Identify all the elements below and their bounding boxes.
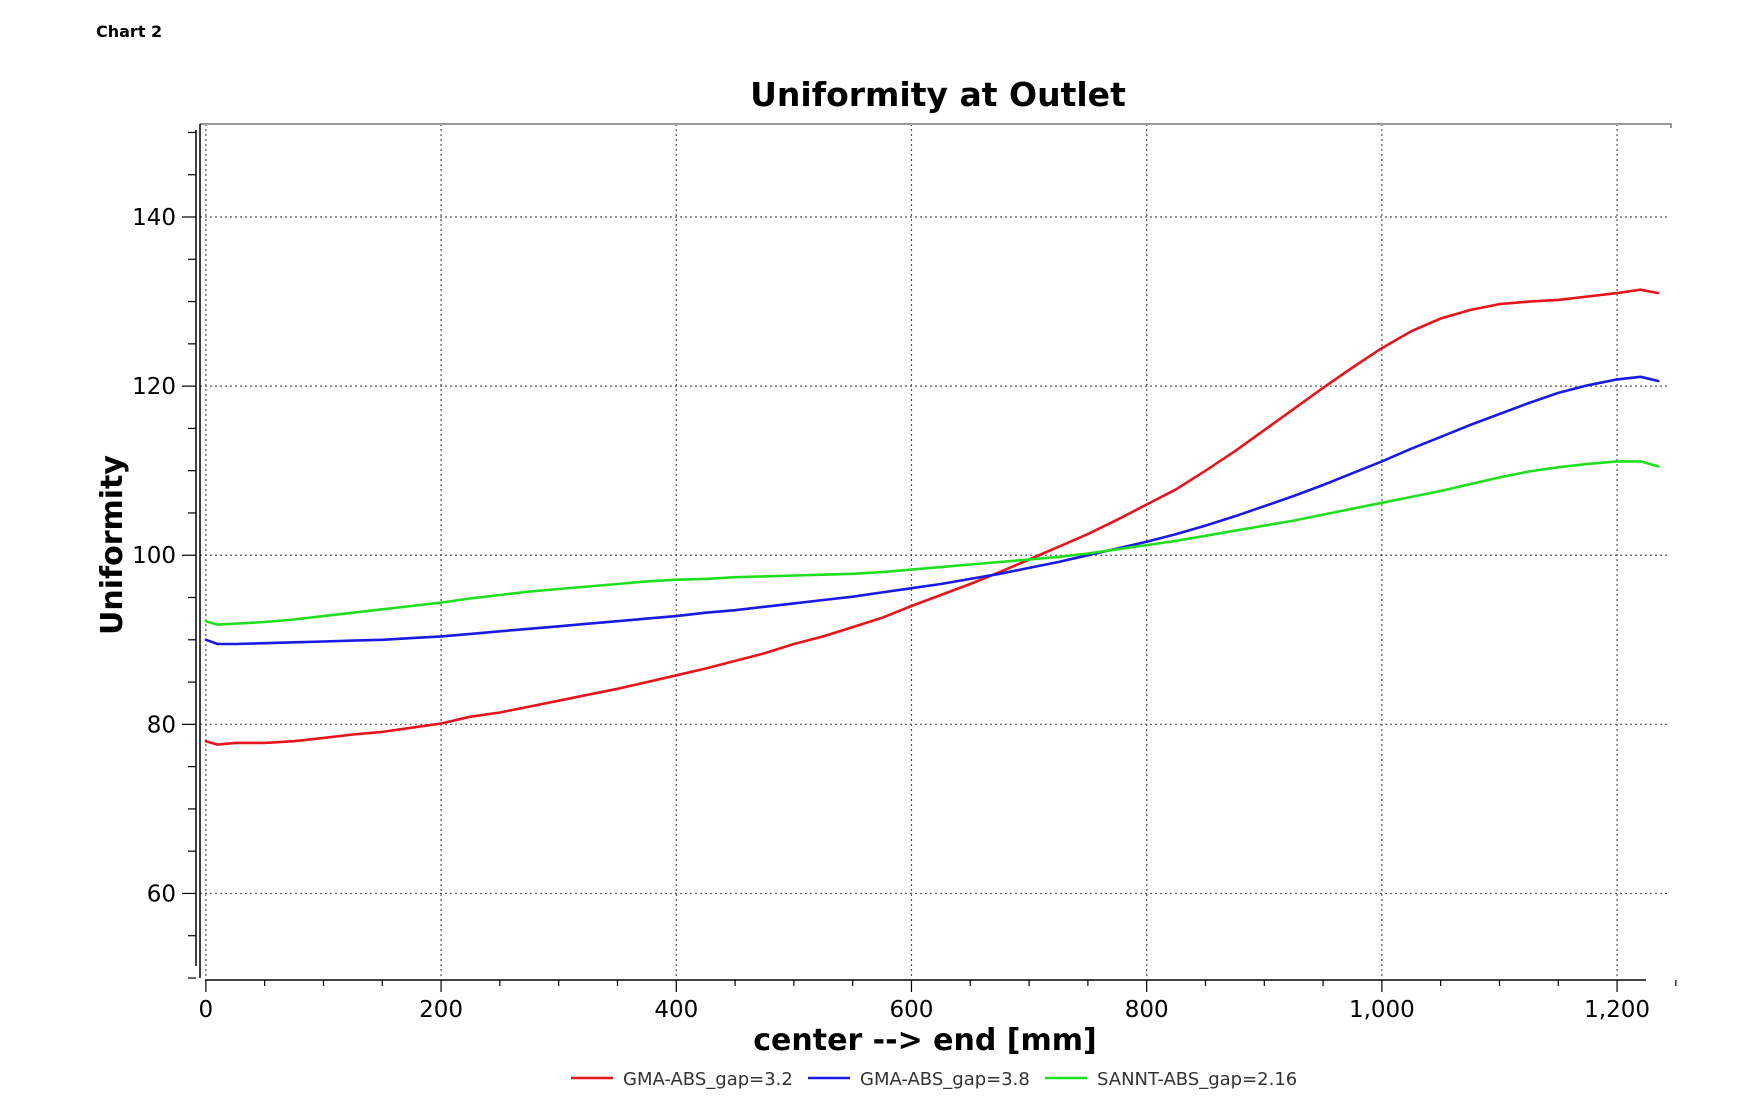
axes [195, 123, 1672, 981]
legend-label-2: GMA-ABS_gap=3.8 [860, 1069, 1030, 1090]
x-tick-label: 0 [199, 997, 214, 1023]
x-tick-label: 800 [1125, 997, 1169, 1023]
x-axis-title: center --> end [mm] [753, 1023, 1096, 1058]
series-line-1 [204, 288, 1660, 746]
grid-lines [200, 124, 1670, 978]
legend: GMA-ABS_gap=3.2 GMA-ABS_gap=3.8 SANNT-ABS_… [571, 1069, 1297, 1090]
y-axis-title: Uniformity [95, 455, 130, 635]
legend-label-1: GMA-ABS_gap=3.2 [623, 1069, 793, 1090]
y-axis-ticks: 60 80 100 120 140 [132, 131, 196, 979]
x-tick-label: 600 [890, 997, 934, 1023]
x-tick-label: 400 [654, 997, 698, 1023]
chart-caption: Chart 2 [96, 22, 163, 41]
series-line-2 [204, 375, 1660, 646]
legend-label-3: SANNT-ABS_gap=2.16 [1097, 1069, 1297, 1090]
series-line-3 [204, 460, 1660, 626]
x-tick-label: 1,200 [1584, 997, 1650, 1023]
x-tick-label: 200 [419, 997, 463, 1023]
series-lines [204, 288, 1660, 746]
chart-title: Uniformity at Outlet [750, 75, 1126, 114]
y-tick-label: 80 [147, 712, 176, 738]
y-tick-label: 120 [132, 374, 176, 400]
y-tick-label: 140 [132, 205, 176, 231]
y-tick-label: 100 [132, 543, 176, 569]
x-tick-label: 1,000 [1349, 997, 1415, 1023]
x-axis-ticks: 0 200 400 600 800 1,000 1,200 [199, 980, 1677, 1023]
y-tick-label: 60 [147, 881, 176, 907]
